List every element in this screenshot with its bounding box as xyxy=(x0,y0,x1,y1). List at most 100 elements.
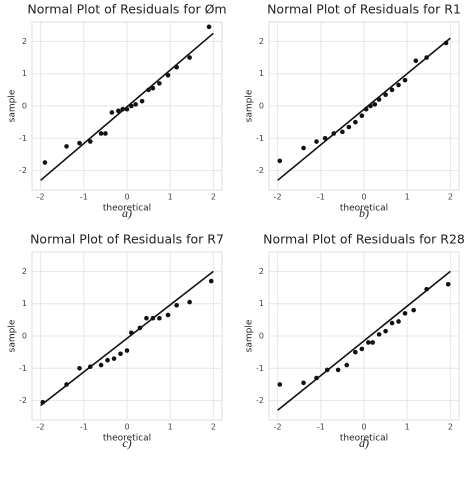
panel-title: Normal Plot of Residuals for R1 xyxy=(267,2,461,17)
x-tick-label: -1 xyxy=(317,423,325,432)
point xyxy=(396,319,401,324)
point xyxy=(301,380,306,386)
point xyxy=(109,110,115,115)
y-axis-label: sample xyxy=(8,319,18,352)
x-tick-label: -1 xyxy=(317,193,325,202)
y-tick-label: -2 xyxy=(256,166,264,175)
point xyxy=(324,367,330,373)
point xyxy=(98,131,104,136)
y-tick-label: 2 xyxy=(259,267,264,276)
x-tick-label: 0 xyxy=(124,423,129,432)
point xyxy=(118,351,123,357)
reference-line xyxy=(277,270,451,411)
point xyxy=(98,362,104,368)
point xyxy=(346,124,352,130)
point xyxy=(322,136,328,141)
x-tick-label: -2 xyxy=(274,193,282,202)
x-tick-label: 1 xyxy=(405,423,410,432)
y-tick-label: -2 xyxy=(19,166,27,175)
reference-line xyxy=(40,32,214,181)
point xyxy=(208,278,214,284)
point xyxy=(445,282,451,287)
y-axis-label: sample xyxy=(245,89,255,122)
x-tick-label: -1 xyxy=(80,193,88,202)
y-tick-label: 0 xyxy=(259,102,264,111)
point xyxy=(129,103,134,109)
x-axis-label: theoretical xyxy=(103,204,151,214)
x-tick-label: 1 xyxy=(405,193,410,202)
point xyxy=(402,77,408,83)
point xyxy=(87,139,93,144)
point xyxy=(370,340,375,345)
x-tick-label: -2 xyxy=(274,423,282,432)
point xyxy=(120,106,125,112)
y-tick-label: -2 xyxy=(19,396,27,405)
y-tick-label: 1 xyxy=(22,69,27,78)
x-tick-label: -1 xyxy=(80,423,88,432)
point xyxy=(301,145,306,151)
point xyxy=(376,97,382,102)
point xyxy=(157,315,162,321)
x-tick-label: 2 xyxy=(211,423,216,432)
y-axis-label: sample xyxy=(245,319,255,352)
point xyxy=(424,286,429,292)
panel-title: Normal Plot of Residuals for Øm xyxy=(27,2,226,17)
point xyxy=(314,375,319,381)
reference-line xyxy=(40,270,214,407)
panel-title: Normal Plot of Residuals for R28 xyxy=(263,232,465,247)
caption: a) xyxy=(122,206,132,220)
caption: c) xyxy=(122,436,131,450)
point xyxy=(389,87,395,93)
x-tick-label: 0 xyxy=(361,193,366,202)
x-axis-label: theoretical xyxy=(340,204,388,214)
y-axis-label: sample xyxy=(8,89,18,122)
point xyxy=(124,348,130,353)
panel: Normal Plot of Residuals for R1 -2 -1 0 1 2 -2… xyxy=(245,2,461,220)
x-tick-label: 2 xyxy=(448,193,453,202)
point xyxy=(206,24,212,30)
y-tick-label: 1 xyxy=(22,299,27,308)
point xyxy=(359,346,365,352)
point xyxy=(64,144,69,149)
caption: d) xyxy=(359,436,369,450)
point xyxy=(111,356,117,361)
point xyxy=(353,119,358,125)
point xyxy=(139,98,145,104)
point xyxy=(174,64,179,70)
point xyxy=(124,106,130,112)
point xyxy=(411,307,416,313)
x-tick-label: 1 xyxy=(168,423,173,432)
y-tick-label: 2 xyxy=(22,267,27,276)
point xyxy=(105,357,110,363)
y-tick-label: 0 xyxy=(22,332,27,341)
point xyxy=(396,82,401,88)
y-tick-label: 2 xyxy=(22,37,27,46)
point xyxy=(389,320,395,326)
point xyxy=(368,103,373,109)
y-tick-label: 1 xyxy=(259,299,264,308)
point xyxy=(64,382,69,387)
point xyxy=(353,349,358,355)
point xyxy=(344,362,350,368)
point xyxy=(165,73,171,78)
point xyxy=(187,299,192,305)
x-tick-label: 2 xyxy=(211,193,216,202)
point xyxy=(77,140,82,146)
y-tick-label: -2 xyxy=(256,396,264,405)
panel: Normal Plot of Residuals for R28 -2 -1 0 1 2 -… xyxy=(245,232,465,450)
point xyxy=(335,367,341,373)
point xyxy=(150,315,156,321)
point xyxy=(366,340,371,345)
caption: b) xyxy=(359,206,369,220)
y-tick-label: 1 xyxy=(259,69,264,78)
point xyxy=(137,325,143,331)
y-tick-label: -1 xyxy=(19,364,27,373)
y-tick-label: -1 xyxy=(256,364,264,373)
point xyxy=(174,303,179,308)
point xyxy=(363,106,369,112)
x-tick-label: 0 xyxy=(361,423,366,432)
panel: Normal Plot of Residuals for R7 -2 -1 0 1 2 -2… xyxy=(8,232,224,450)
x-axis-label: theoretical xyxy=(340,434,388,444)
point xyxy=(443,40,449,46)
